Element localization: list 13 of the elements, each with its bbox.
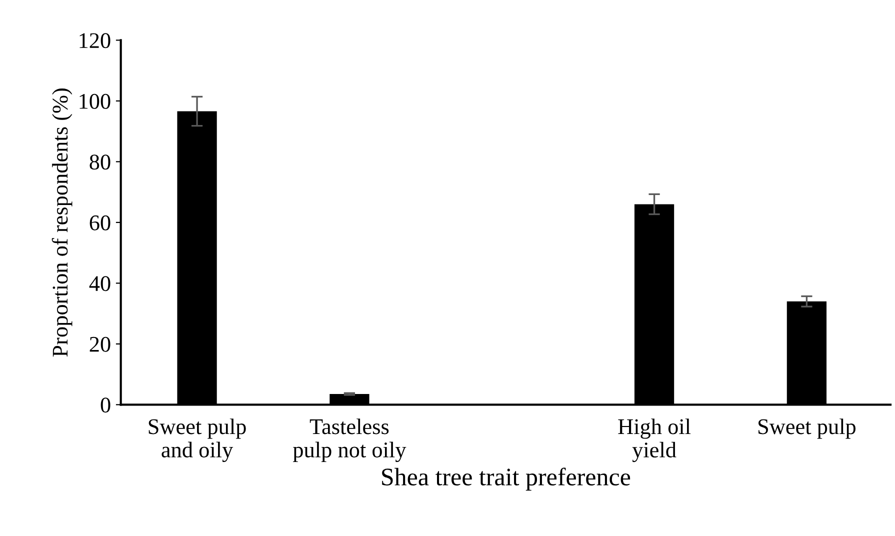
y-tick-label: 80 [90, 154, 110, 170]
y-tick-label: 0 [100, 398, 110, 413]
x-tick-label: High oil yield [618, 418, 691, 462]
x-tick-label: Sweet pulp and oily [148, 418, 246, 462]
y-tick-label: 60 [90, 215, 110, 230]
y-tick-label: 40 [89, 276, 110, 292]
x-tick-label: Tasteless pulp not oily [293, 418, 406, 462]
y-axis-title: Proportion of respondents (%) [52, 88, 72, 357]
y-tick-label: 120 [80, 33, 110, 48]
y-tick-label: 20 [90, 336, 110, 352]
x-tick-label: Sweet pulp [758, 418, 856, 439]
x-axis-title: Shea tree trait preference [382, 468, 630, 491]
y-tick-label: 100 [80, 94, 110, 109]
